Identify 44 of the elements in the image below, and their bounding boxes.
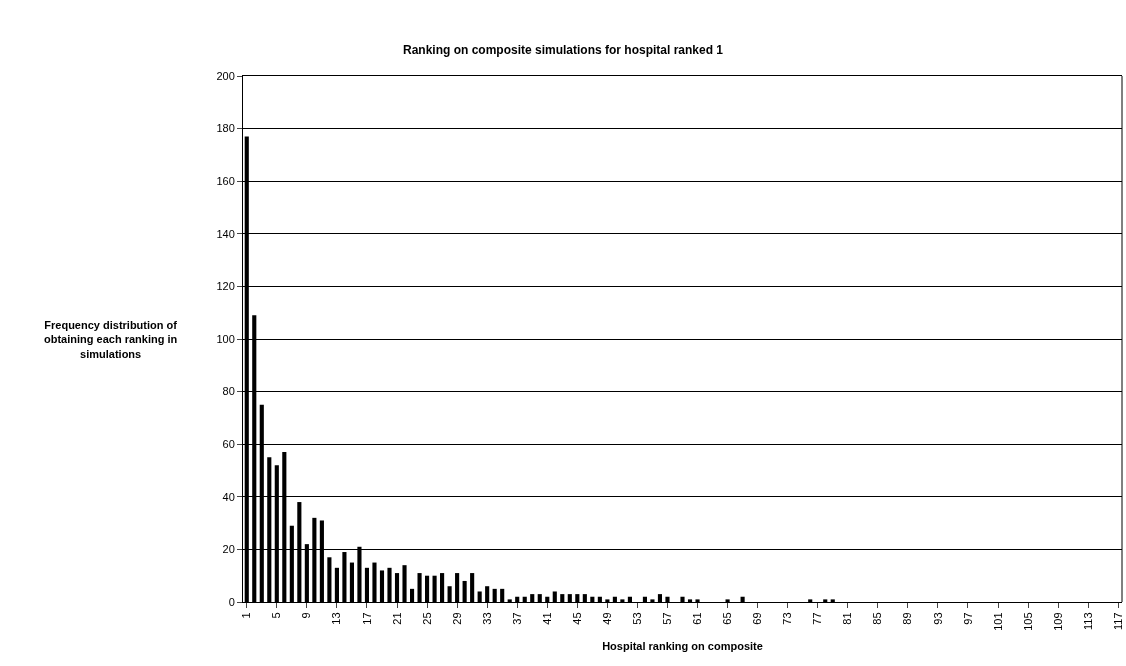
x-tick-label: 97 [961, 612, 974, 625]
y-tick-label: 60 [222, 438, 235, 451]
x-tick-label: 25 [420, 612, 433, 625]
x-tick-label: 109 [1051, 612, 1064, 631]
x-tick-label: 13 [330, 612, 343, 625]
x-tick-label: 101 [991, 612, 1004, 631]
x-tick-label: 69 [751, 612, 764, 625]
y-tick-label: 200 [216, 69, 235, 82]
y-axis-title: Frequency distribution of obtaining each ranking in simulations [44, 319, 178, 360]
x-tick-label: 61 [691, 612, 704, 625]
x-tick-label: 117 [1111, 612, 1124, 630]
y-tick-label: 0 [228, 595, 235, 608]
x-tick-label: 81 [841, 612, 854, 625]
y-tick-label: 180 [216, 122, 235, 135]
x-tick-label: 41 [540, 612, 553, 625]
x-tick-label: 33 [480, 612, 493, 625]
x-tick-label: 5 [270, 612, 283, 619]
chart-title: Ranking on composite simulations for hospital ranked 1 [402, 43, 724, 58]
x-tick-label: 89 [901, 612, 914, 625]
x-tick-label: 21 [390, 612, 403, 625]
x-tick-label: 105 [1021, 612, 1034, 631]
x-tick-label: 85 [871, 612, 884, 625]
y-tick-label: 120 [216, 280, 235, 293]
x-tick-label: 45 [570, 612, 583, 625]
x-tick-label: 9 [300, 612, 313, 619]
x-tick-label: 65 [721, 612, 734, 625]
x-tick-label: 1 [240, 612, 253, 619]
y-tick-label: 40 [222, 490, 235, 503]
x-tick-label: 53 [630, 612, 643, 625]
x-tick-label: 57 [661, 612, 674, 625]
y-tick-label: 80 [222, 385, 235, 398]
x-tick-label: 93 [931, 612, 944, 625]
x-tick-label: 29 [450, 612, 463, 625]
x-tick-label: 77 [811, 612, 824, 625]
x-tick-label: 49 [600, 612, 613, 625]
y-tick-label: 160 [216, 175, 235, 188]
x-axis-title: Hospital ranking on composite [602, 639, 763, 652]
y-tick-label: 20 [222, 543, 235, 556]
y-tick-label: 140 [216, 227, 235, 240]
x-tick-label: 73 [781, 612, 794, 625]
x-tick-label: 17 [360, 612, 373, 625]
x-tick-label: 113 [1081, 612, 1094, 630]
y-tick-label: 100 [216, 332, 235, 345]
x-tick-label: 37 [510, 612, 523, 625]
